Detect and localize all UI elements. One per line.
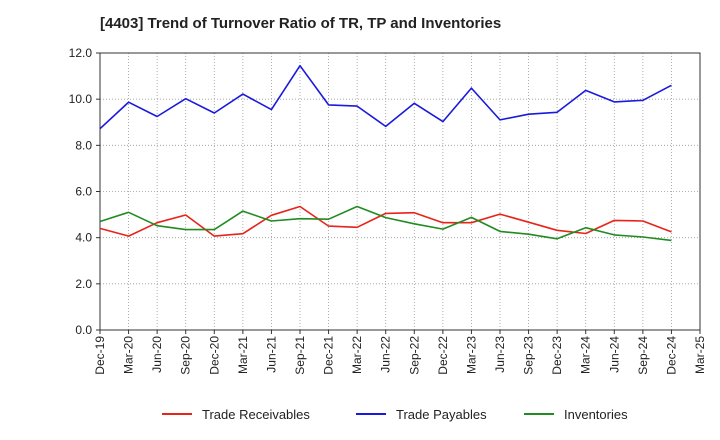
y-tick-label: 12.0 <box>69 46 93 60</box>
legend-label-1: Trade Receivables <box>202 407 310 422</box>
x-tick-label: Mar-25 <box>693 336 707 374</box>
x-tick-label: Sep-21 <box>293 336 307 375</box>
series-line-3 <box>99 205 672 242</box>
y-tick-label: 4.0 <box>75 231 92 245</box>
legend-label-2: Trade Payables <box>396 407 487 422</box>
x-tick-label: Jun-21 <box>264 336 278 373</box>
y-tick-label: 6.0 <box>75 185 92 199</box>
x-tick-label: Dec-20 <box>207 336 221 375</box>
x-tick-label: Dec-22 <box>436 336 450 375</box>
x-tick-label: Mar-20 <box>122 336 136 374</box>
x-tick-label: Jun-22 <box>379 336 393 373</box>
x-tick-label: Dec-24 <box>664 336 678 375</box>
x-tick-label: Sep-24 <box>636 336 650 375</box>
x-tick-label: Jun-20 <box>150 336 164 373</box>
x-tick-label: Sep-22 <box>407 336 421 375</box>
x-tick-label: Sep-23 <box>522 336 536 375</box>
y-tick-label: 10.0 <box>69 92 93 106</box>
x-tick-label: Mar-24 <box>579 336 593 374</box>
x-tick-label: Mar-22 <box>350 336 364 374</box>
y-tick-label: 2.0 <box>75 277 92 291</box>
chart-title: [4403] Trend of Turnover Ratio of TR, TP… <box>100 15 502 32</box>
plot-frame <box>99 52 701 331</box>
x-tick-label: Jun-23 <box>493 336 507 373</box>
series-line-1 <box>99 205 672 237</box>
series-line-2 <box>99 64 672 130</box>
x-tick-label: Dec-21 <box>322 336 336 375</box>
y-tick-label: 0.0 <box>75 323 92 337</box>
x-tick-label: Dec-23 <box>550 336 564 375</box>
x-tick-label: Jun-24 <box>607 336 621 373</box>
x-tick-label: Dec-19 <box>93 336 107 375</box>
x-tick-label: Mar-23 <box>464 336 478 374</box>
x-tick-label: Mar-21 <box>236 336 250 374</box>
x-tick-label: Sep-20 <box>179 336 193 375</box>
legend-label-3: Inventories <box>564 407 628 422</box>
y-tick-label: 8.0 <box>75 138 92 152</box>
